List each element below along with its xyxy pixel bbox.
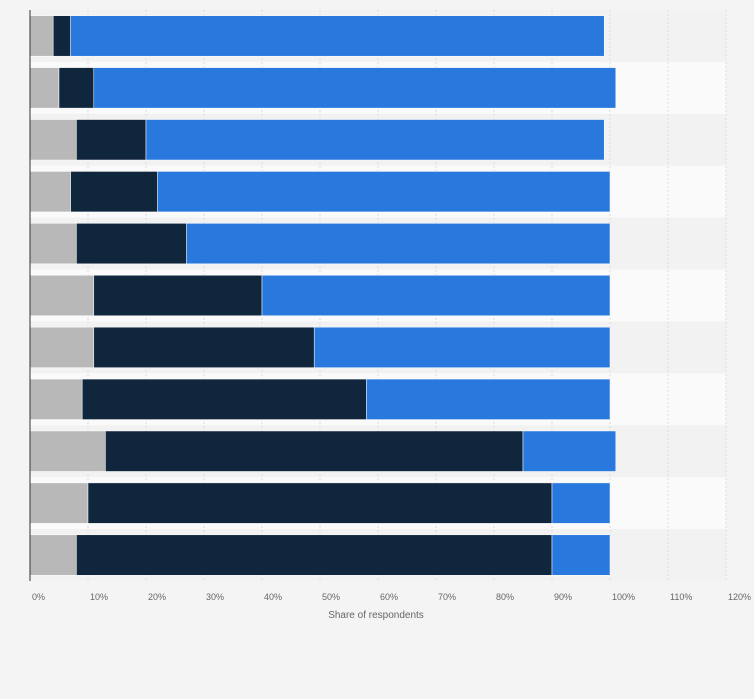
bar-segment-series-1[interactable] xyxy=(29,223,77,265)
bar-segment-series-2[interactable] xyxy=(105,430,524,472)
bar-segment-series-2[interactable] xyxy=(93,326,315,368)
bar-segment-series-2[interactable] xyxy=(76,119,147,161)
x-tick-label: 110% xyxy=(670,592,692,602)
bar-segment-series-1[interactable] xyxy=(29,67,60,109)
bar-segment-series-1[interactable] xyxy=(29,119,77,161)
bar-segment-series-2[interactable] xyxy=(58,67,95,109)
x-tick-label: 10% xyxy=(90,592,108,602)
bar-segment-series-3[interactable] xyxy=(551,534,611,576)
x-tick-label: 40% xyxy=(264,592,282,602)
x-axis-label: Share of respondents xyxy=(328,610,424,621)
x-tick-label: 20% xyxy=(148,592,166,602)
x-tick-label: 0% xyxy=(32,592,45,602)
x-tick-label: 100% xyxy=(612,592,635,602)
bar-segment-series-1[interactable] xyxy=(29,378,83,420)
bars xyxy=(29,15,617,576)
bar-segment-series-2[interactable] xyxy=(93,275,263,316)
bar-segment-series-3[interactable] xyxy=(93,67,617,109)
bar-segment-series-2[interactable] xyxy=(81,378,367,420)
bar-segment-series-3[interactable] xyxy=(186,223,611,265)
bar-segment-series-2[interactable] xyxy=(76,534,553,576)
bar-segment-series-3[interactable] xyxy=(145,119,605,161)
x-tick-label: 30% xyxy=(206,592,224,602)
bar-segment-series-1[interactable] xyxy=(29,326,95,368)
bar-segment-series-3[interactable] xyxy=(261,275,611,316)
bar-segment-series-2[interactable] xyxy=(87,482,553,524)
bar-segment-series-3[interactable] xyxy=(70,15,605,57)
bar-segment-series-2[interactable] xyxy=(76,223,187,265)
bar-segment-series-1[interactable] xyxy=(29,15,54,57)
bar-segment-series-1[interactable] xyxy=(29,534,77,576)
x-tick-label: 120% xyxy=(728,592,751,602)
bar-segment-series-3[interactable] xyxy=(551,482,611,524)
bar-segment-series-3[interactable] xyxy=(157,171,611,213)
bar-segment-series-2[interactable] xyxy=(70,171,158,213)
bar-segment-series-1[interactable] xyxy=(29,275,95,316)
x-axis-ticks: 0% 10% 20% 30% 40% 50% 60% 70% 80% 90% 100% 110% 120… xyxy=(32,592,751,602)
x-tick-label: 80% xyxy=(496,592,514,602)
bar-segment-series-1[interactable] xyxy=(29,171,71,213)
bar-segment-series-1[interactable] xyxy=(29,430,106,472)
x-tick-label: 60% xyxy=(380,592,398,602)
x-tick-label: 50% xyxy=(322,592,340,602)
bar-segment-series-1[interactable] xyxy=(29,482,89,524)
bar-segment-series-3[interactable] xyxy=(522,430,617,472)
bar-segment-series-3[interactable] xyxy=(313,326,611,368)
x-tick-label: 90% xyxy=(554,592,572,602)
bar-segment-series-2[interactable] xyxy=(52,15,71,57)
bar-segment-series-3[interactable] xyxy=(366,378,611,420)
x-tick-label: 70% xyxy=(438,592,456,602)
